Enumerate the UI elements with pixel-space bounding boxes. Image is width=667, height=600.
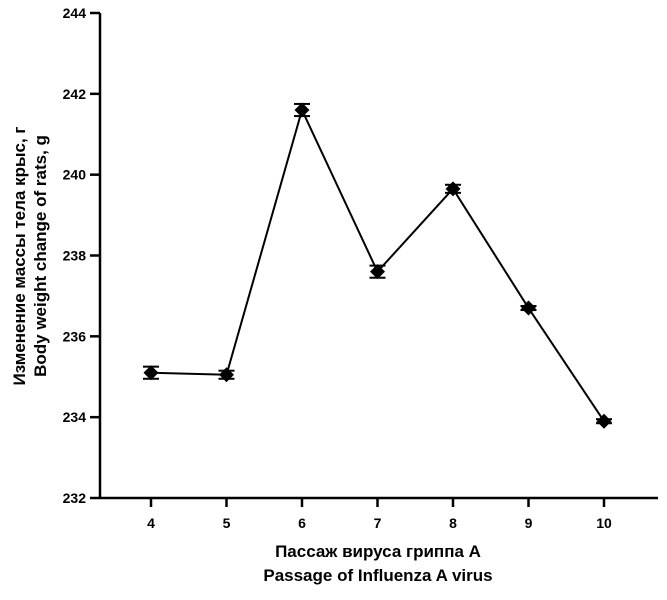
y-tick-label: 242 <box>63 86 87 102</box>
y-tick-label: 244 <box>63 5 87 21</box>
x-axis-title-ru: Пассаж вируса гриппа А <box>275 542 481 561</box>
axes <box>98 13 658 500</box>
data-point-marker <box>521 300 536 316</box>
x-tick-label: 7 <box>374 515 382 531</box>
data-point-marker <box>370 264 385 280</box>
data-point-marker <box>596 413 612 429</box>
y-tick-label: 236 <box>63 328 87 344</box>
x-axis-title-en: Passage of Influenza A virus <box>263 566 492 585</box>
x-ticks: 4 5 6 7 8 9 10 <box>147 498 612 531</box>
x-tick-label: 4 <box>147 515 155 531</box>
data-point-marker <box>143 365 159 381</box>
y-tick-label: 240 <box>63 167 87 183</box>
y-axis-title-en: Body weight change of rats, g <box>31 135 50 377</box>
markers <box>143 102 612 429</box>
y-tick-label: 234 <box>63 409 87 425</box>
x-tick-label: 10 <box>596 515 612 531</box>
y-axis-title-ru: Изменение массы тела крыс, г <box>10 126 29 385</box>
y-tick-label: 238 <box>63 248 87 264</box>
x-tick-label: 9 <box>525 515 533 531</box>
data-point-marker <box>294 102 310 118</box>
data-point-marker <box>445 181 461 197</box>
x-tick-label: 5 <box>223 515 231 531</box>
y-tick-label: 232 <box>63 490 87 506</box>
x-tick-label: 8 <box>449 515 457 531</box>
y-ticks: 232 234 236 238 240 242 244 <box>63 5 100 506</box>
x-tick-label: 6 <box>298 515 306 531</box>
data-point-marker <box>219 367 234 383</box>
